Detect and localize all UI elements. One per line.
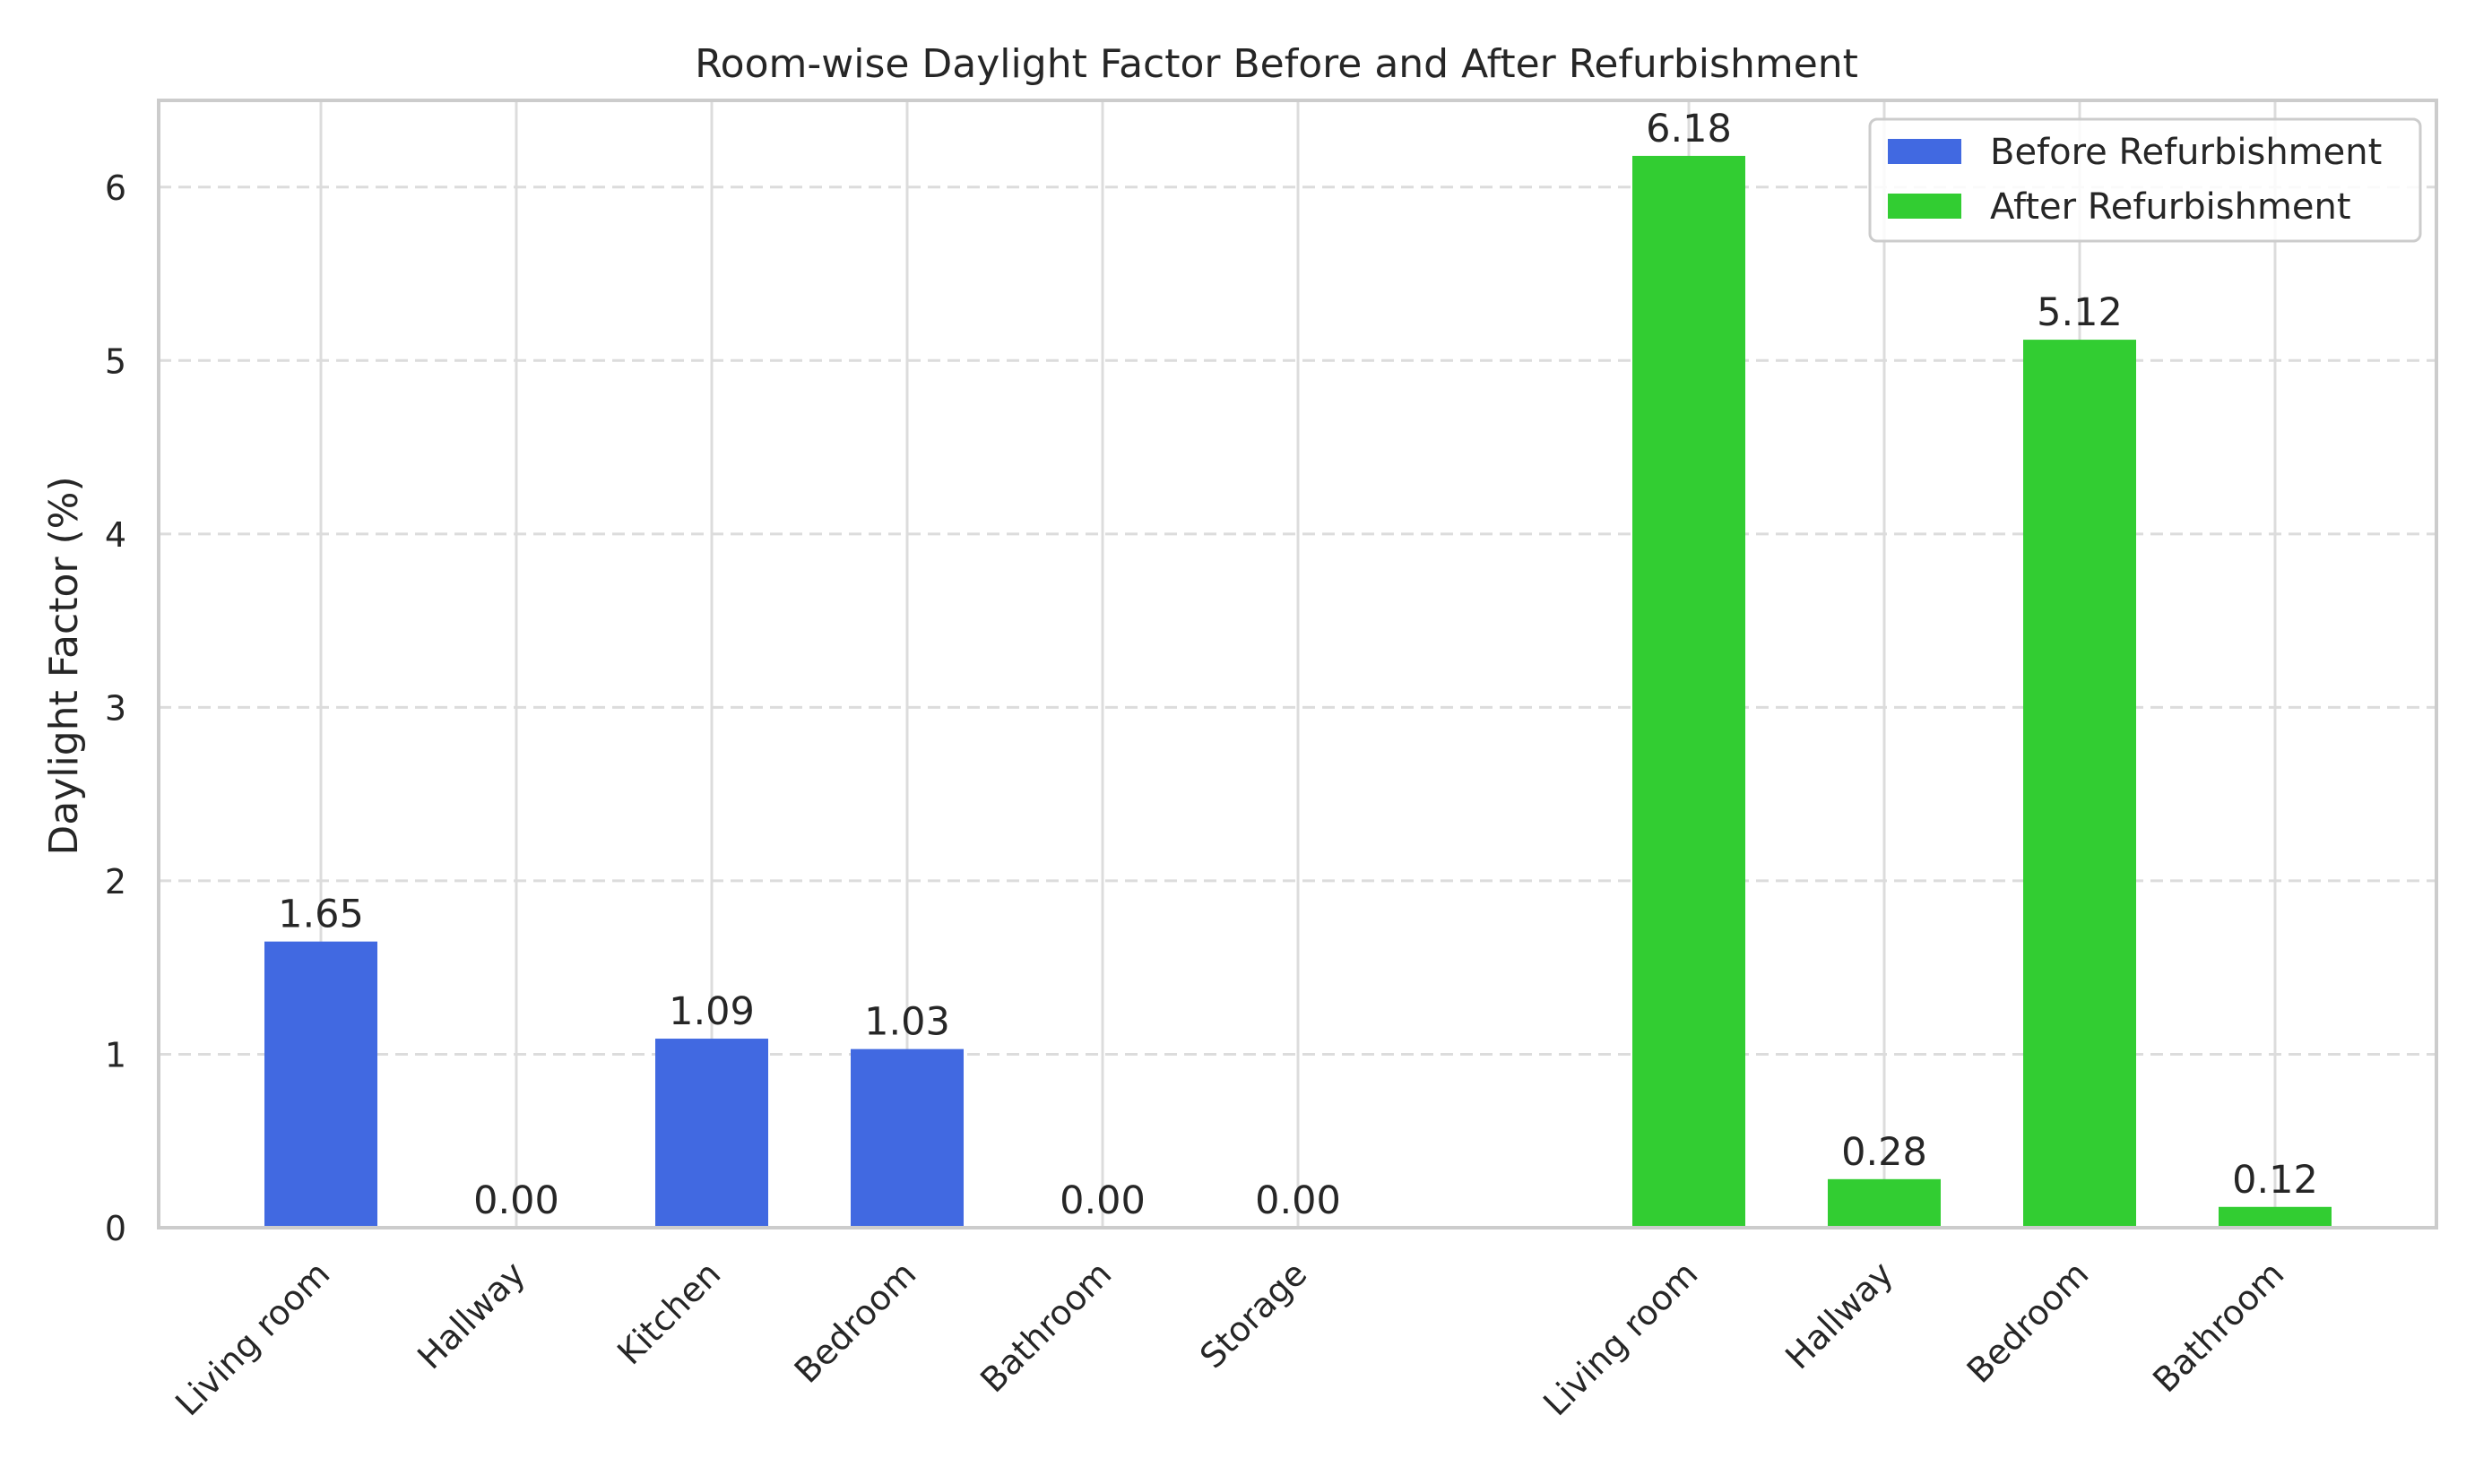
bar <box>655 1039 768 1228</box>
bar-value-label: 0.12 <box>2232 1158 2318 1203</box>
bar-value-label: 0.00 <box>1060 1178 1146 1223</box>
legend-box <box>1868 117 2422 243</box>
bar-value-label: 1.65 <box>278 893 364 937</box>
bars <box>264 155 2332 1228</box>
y-tick-label: 2 <box>105 862 126 902</box>
bar <box>2023 340 2136 1228</box>
y-tick-label: 0 <box>105 1209 126 1248</box>
bar-value-label: 1.09 <box>669 989 755 1034</box>
bar <box>1828 1178 1941 1228</box>
bar <box>2219 1206 2332 1228</box>
bar-value-label: 0.28 <box>1841 1130 1927 1175</box>
data-labels: 1.65 0.00 1.09 1.03 0.00 0.00 6.18 0.28 5.12 0.12 <box>278 107 2318 1223</box>
bar-value-label: 1.03 <box>864 1000 950 1045</box>
chart-title: Room-wise Daylight Factor Before and Aft… <box>695 41 1858 87</box>
legend-swatch <box>1888 194 1961 219</box>
bar <box>851 1048 964 1228</box>
plot-frame <box>157 99 2438 1229</box>
bar-value-label: 6.18 <box>1646 107 1732 151</box>
bar-value-label: 0.00 <box>1255 1178 1341 1223</box>
y-tick-label: 4 <box>105 515 126 555</box>
legend-label: Before Refurbishment <box>1990 132 2382 173</box>
y-tick-label: 3 <box>105 688 126 728</box>
y-tick-label: 5 <box>105 341 126 381</box>
bar-value-label: 0.00 <box>473 1178 559 1223</box>
y-axis-label: Daylight Factor (%) <box>41 476 87 855</box>
y-axis-ticks: 0 1 2 3 4 5 6 <box>105 168 126 1248</box>
plot-border <box>157 99 2438 1229</box>
legend: Before Refurbishment After Refurbishment <box>1868 117 2422 243</box>
bar-value-label: 5.12 <box>2037 290 2123 335</box>
y-tick-label: 1 <box>105 1035 126 1074</box>
bar <box>264 941 377 1228</box>
legend-label: After Refurbishment <box>1990 186 2351 228</box>
legend-swatch <box>1888 139 1961 164</box>
y-tick-label: 6 <box>105 168 126 208</box>
bar <box>1632 155 1745 1228</box>
